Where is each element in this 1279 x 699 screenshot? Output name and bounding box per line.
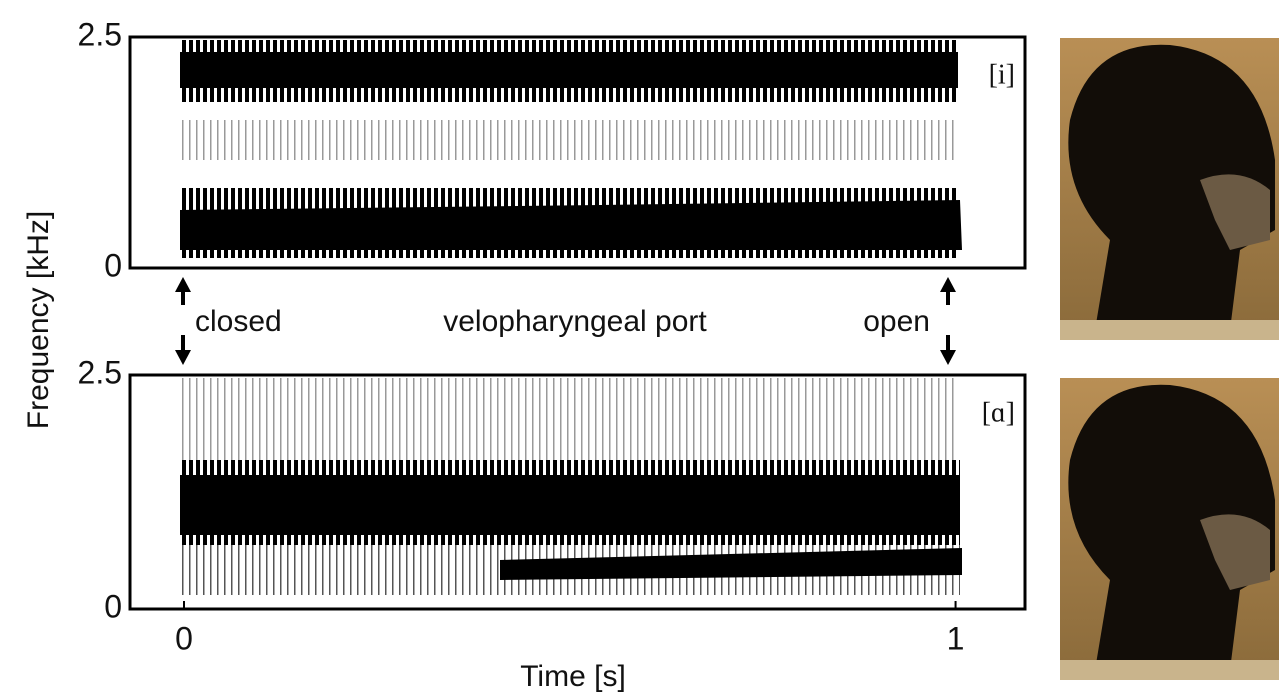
annotation: velopharyngeal port <box>443 305 707 338</box>
panel-label: [ɑ] <box>982 397 1015 428</box>
annotation: closed <box>195 305 282 338</box>
y-axis-label: Frequency [kHz] <box>22 211 55 429</box>
x-tick-label: 1 <box>947 620 965 656</box>
arrows <box>175 277 956 365</box>
annotation: open <box>863 305 930 338</box>
spectrogram-texture <box>180 40 962 595</box>
plot-frame <box>128 35 1027 270</box>
y-tick-label: 2.5 <box>78 16 122 52</box>
photo <box>1060 38 1279 680</box>
y-tick-label: 0 <box>104 588 122 624</box>
y-tick-label: 0 <box>104 247 122 283</box>
x-axis-label: Time [s] <box>520 660 626 693</box>
plot-frame <box>128 373 1027 611</box>
y-tick-label: 2.5 <box>78 354 122 390</box>
panel-label: [i] <box>989 59 1015 90</box>
x-tick-label: 0 <box>175 620 193 656</box>
